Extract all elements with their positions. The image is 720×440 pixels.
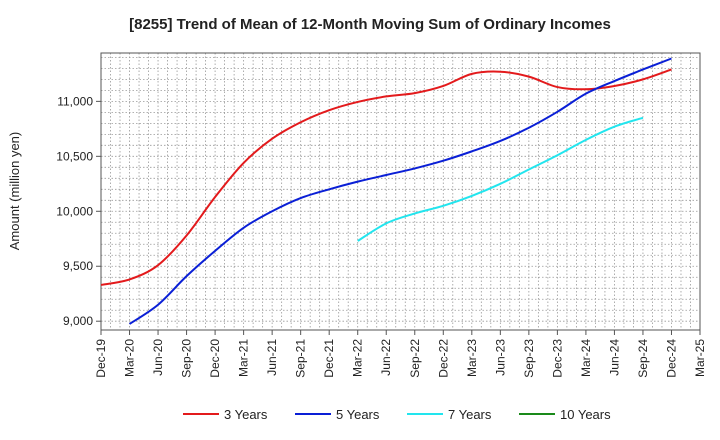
y-tick-label: 10,500 <box>56 149 93 163</box>
x-tick-label: Mar-24 <box>579 339 593 377</box>
legend: 3 Years 5 Years 7 Years 10 Years <box>183 407 611 422</box>
y-axis-label: Amount (million yen) <box>7 132 22 251</box>
x-tick-label: Jun-23 <box>493 339 507 376</box>
legend-label-10-years: 10 Years <box>560 407 611 422</box>
x-tick-label: Sep-24 <box>636 339 650 378</box>
x-tick-label: Dec-24 <box>664 339 678 378</box>
legend-label-5-years: 5 Years <box>336 407 380 422</box>
x-tick-label: Jun-20 <box>151 339 165 376</box>
y-tick-label: 9,000 <box>63 314 93 328</box>
series-line-7-years <box>357 116 644 242</box>
chart-title: [8255] Trend of Mean of 12-Month Moving … <box>129 16 611 33</box>
x-tick-label: Dec-20 <box>208 339 222 378</box>
x-tick-label: Jun-24 <box>607 339 621 376</box>
plot-background <box>101 53 700 330</box>
x-tick-label: Sep-23 <box>522 339 536 378</box>
x-tick-label: Dec-21 <box>322 339 336 378</box>
x-tick-label: Mar-23 <box>465 339 479 377</box>
legend-label-3-years: 3 Years <box>224 407 268 422</box>
x-tick-label: Sep-22 <box>408 339 422 378</box>
x-tick-label: Dec-22 <box>436 339 450 378</box>
series-line-3-years <box>100 68 672 286</box>
y-tick-label: 11,000 <box>57 94 93 108</box>
legend-label-7-years: 7 Years <box>448 407 492 422</box>
x-tick-label: Sep-20 <box>180 339 194 378</box>
x-tick-label: Dec-23 <box>550 339 564 378</box>
x-tick-label: Jun-21 <box>265 339 279 376</box>
y-tick-label: 10,000 <box>56 204 93 218</box>
plot-area: 9,000 9,500 10,000 10,500 11,000 Dec-19 Mar-20… <box>56 52 707 378</box>
series-line-5-years <box>128 57 672 325</box>
x-tick-label: Mar-21 <box>237 339 251 377</box>
x-tick-label: Mar-22 <box>351 339 365 377</box>
x-tick-label: Dec-19 <box>94 339 108 378</box>
x-tick-label: Jun-22 <box>379 339 393 376</box>
x-tick-label: Mar-25 <box>693 339 707 377</box>
plot-border <box>100 52 701 331</box>
x-tick-label: Mar-20 <box>123 339 137 377</box>
y-tick-label: 9,500 <box>63 259 93 273</box>
x-tick-label: Sep-21 <box>294 339 308 378</box>
